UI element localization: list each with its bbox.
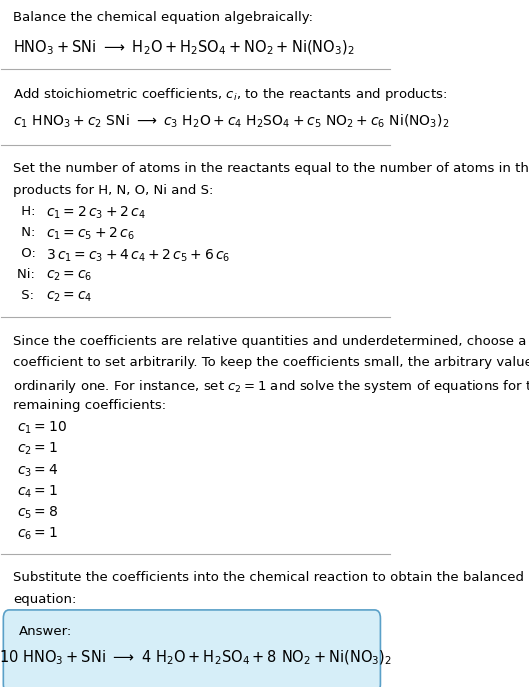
Text: Ni:: Ni: [17,269,39,281]
Text: $10\ \mathrm{HNO_3} + \mathrm{SNi} \ \longrightarrow \ 4\ \mathrm{H_2O} + \mathr: $10\ \mathrm{HNO_3} + \mathrm{SNi} \ \lo… [0,649,393,667]
Text: $3\,c_1 = c_3 + 4\,c_4 + 2\,c_5 + 6\,c_6$: $3\,c_1 = c_3 + 4\,c_4 + 2\,c_5 + 6\,c_6… [46,247,231,264]
Text: $c_1 = 2\,c_3 + 2\,c_4$: $c_1 = 2\,c_3 + 2\,c_4$ [46,205,146,221]
Text: remaining coefficients:: remaining coefficients: [13,398,166,412]
FancyBboxPatch shape [3,610,380,687]
Text: equation:: equation: [13,593,76,606]
Text: N:: N: [17,226,40,239]
Text: $c_2 = c_4$: $c_2 = c_4$ [46,289,93,304]
Text: Substitute the coefficients into the chemical reaction to obtain the balanced: Substitute the coefficients into the che… [13,572,524,585]
Text: $c_1 = 10$: $c_1 = 10$ [17,420,67,436]
Text: O:: O: [17,247,40,260]
Text: products for H, N, O, Ni and S:: products for H, N, O, Ni and S: [13,183,213,196]
Text: ordinarily one. For instance, set $c_2 = 1$ and solve the system of equations fo: ordinarily one. For instance, set $c_2 =… [13,378,529,394]
Text: $c_4 = 1$: $c_4 = 1$ [17,484,58,500]
Text: Add stoichiometric coefficients, $c_i$, to the reactants and products:: Add stoichiometric coefficients, $c_i$, … [13,86,448,102]
Text: Since the coefficients are relative quantities and underdetermined, choose a: Since the coefficients are relative quan… [13,335,526,348]
Text: $\mathrm{HNO_3 + SNi \ \longrightarrow \ H_2O + H_2SO_4 + NO_2 + Ni(NO_3)_2}$: $\mathrm{HNO_3 + SNi \ \longrightarrow \… [13,38,354,56]
Text: Answer:: Answer: [19,625,72,638]
Text: $c_3 = 4$: $c_3 = 4$ [17,462,58,479]
Text: $c_5 = 8$: $c_5 = 8$ [17,504,58,521]
Text: Balance the chemical equation algebraically:: Balance the chemical equation algebraica… [13,12,313,25]
Text: $c_1\ \mathrm{HNO_3} + c_2\ \mathrm{SNi} \ \longrightarrow \ c_3\ \mathrm{H_2O} : $c_1\ \mathrm{HNO_3} + c_2\ \mathrm{SNi}… [13,112,450,130]
Text: Set the number of atoms in the reactants equal to the number of atoms in the: Set the number of atoms in the reactants… [13,162,529,175]
Text: $c_2 = 1$: $c_2 = 1$ [17,441,58,458]
Text: coefficient to set arbitrarily. To keep the coefficients small, the arbitrary va: coefficient to set arbitrarily. To keep … [13,357,529,370]
Text: $c_2 = c_6$: $c_2 = c_6$ [46,269,93,283]
Text: S:: S: [17,289,38,302]
Text: $c_1 = c_5 + 2\,c_6$: $c_1 = c_5 + 2\,c_6$ [46,226,135,243]
Text: H:: H: [17,205,40,218]
Text: $c_6 = 1$: $c_6 = 1$ [17,526,58,542]
